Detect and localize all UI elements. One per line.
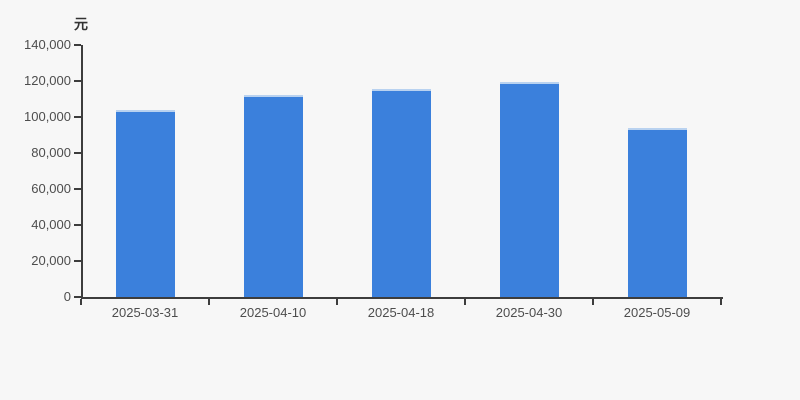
bar-2025-04-30[interactable] bbox=[499, 82, 559, 297]
x-axis-category-label: 2025-04-30 bbox=[495, 305, 563, 320]
y-axis-tick-label: 60,000 bbox=[31, 181, 71, 196]
y-axis-tick bbox=[74, 116, 81, 118]
y-axis-tick bbox=[74, 80, 81, 82]
x-axis-category-label: 2025-04-18 bbox=[367, 305, 435, 320]
x-axis-tick bbox=[208, 299, 210, 305]
x-axis-category-label: 2025-05-09 bbox=[623, 305, 691, 320]
bar-2025-05-09[interactable] bbox=[627, 128, 687, 297]
plot-area bbox=[81, 45, 723, 299]
x-axis-tick bbox=[464, 299, 466, 305]
y-axis-tick-label: 80,000 bbox=[31, 145, 71, 160]
y-axis-tick-label: 20,000 bbox=[31, 253, 71, 268]
x-axis-tick bbox=[80, 299, 82, 305]
bar-2025-04-10[interactable] bbox=[243, 95, 303, 297]
bar-2025-04-18[interactable] bbox=[371, 89, 431, 297]
y-axis-tick bbox=[74, 296, 81, 298]
y-axis-tick-label: 120,000 bbox=[24, 73, 71, 88]
y-axis-tick-label: 40,000 bbox=[31, 217, 71, 232]
x-axis-tick bbox=[720, 299, 722, 305]
x-axis-tick bbox=[336, 299, 338, 305]
y-axis-tick bbox=[74, 260, 81, 262]
y-axis-tick bbox=[74, 224, 81, 226]
y-axis-tick bbox=[74, 188, 81, 190]
x-axis-tick bbox=[592, 299, 594, 305]
bar-2025-03-31[interactable] bbox=[115, 110, 175, 297]
x-axis-category-label: 2025-04-10 bbox=[239, 305, 307, 320]
y-axis-tick bbox=[74, 152, 81, 154]
y-axis-tick-label: 100,000 bbox=[24, 109, 71, 124]
y-axis-unit-label: 元 bbox=[74, 16, 88, 32]
y-axis-tick-label: 140,000 bbox=[24, 37, 71, 52]
y-axis-tick bbox=[74, 44, 81, 46]
x-axis-category-label: 2025-03-31 bbox=[111, 305, 179, 320]
y-axis-tick-label: 0 bbox=[63, 289, 71, 304]
